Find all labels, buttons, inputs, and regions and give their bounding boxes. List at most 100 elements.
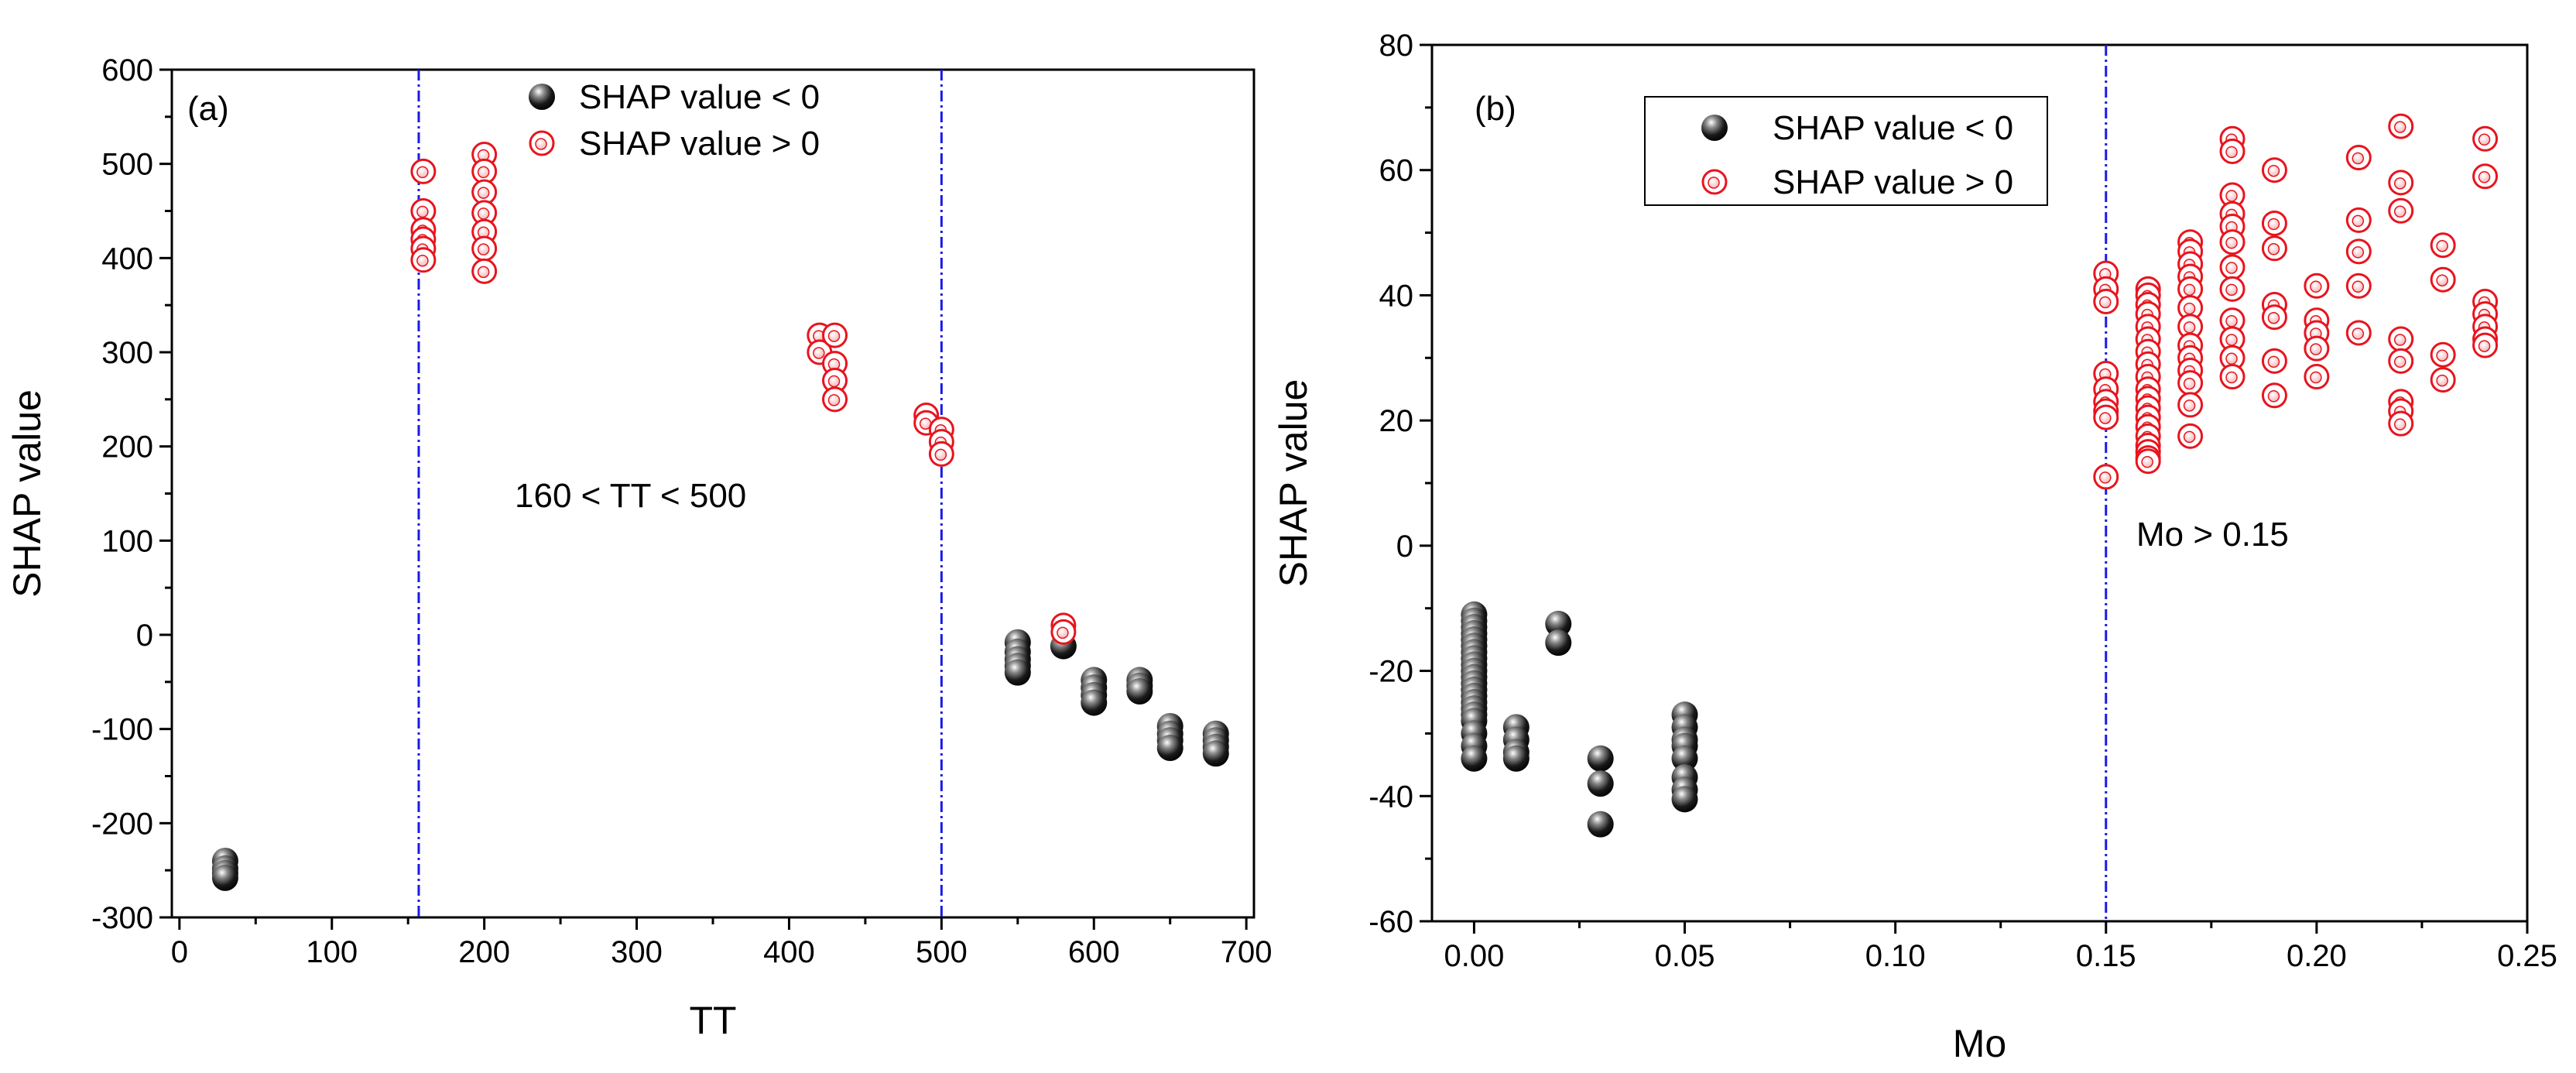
- data-point-negative: [1156, 735, 1184, 761]
- panel-a-y-tick-label: 0: [136, 619, 153, 653]
- panel-a-x-tick-label: 200: [458, 935, 510, 969]
- data-point-positive-core: [2393, 418, 2406, 430]
- data-point-positive-core: [2225, 236, 2238, 249]
- data-point-positive-core: [2393, 334, 2406, 346]
- panel-a-x-tick-label: 100: [306, 935, 358, 969]
- panel-b-y-tick-label: 40: [1379, 279, 1414, 313]
- panel-a-y-tick-label: -200: [91, 807, 153, 841]
- panel-a-x-tick-label: 700: [1221, 935, 1273, 969]
- panel-a-x-tick-label: 400: [763, 935, 815, 969]
- panel-b-x-tick-label: 0.10: [1865, 939, 1926, 973]
- data-point-positive-core: [2225, 262, 2238, 274]
- data-point-negative: [1545, 629, 1572, 656]
- panel-b-y-tick-label: 20: [1379, 404, 1414, 438]
- data-point-positive-core: [2267, 311, 2280, 324]
- data-point-positive-core: [2310, 343, 2322, 355]
- panel-b-x-tick-label: 0.05: [1655, 939, 1715, 973]
- data-point-positive-core: [2183, 377, 2196, 390]
- data-point-positive-core: [477, 207, 490, 220]
- panel-a-series-negative: [211, 629, 1229, 891]
- data-point-positive-core: [2310, 280, 2322, 293]
- panel-a-y-tick-label: -100: [91, 713, 153, 747]
- panel-a-legend-label-positive: SHAP value > 0: [579, 125, 820, 163]
- panel-b-legend-label-negative: SHAP value < 0: [1773, 109, 2013, 147]
- data-point-positive-core: [416, 255, 429, 267]
- data-point-negative: [1004, 659, 1031, 686]
- data-point-positive-core: [2267, 218, 2280, 231]
- data-point-negative: [1202, 740, 1229, 767]
- panel-a-legend-marker-negative: [529, 84, 555, 110]
- data-point-positive-core: [2436, 374, 2448, 387]
- panel-a-legend-marker-positive-core: [535, 138, 547, 150]
- data-point-positive-core: [2436, 239, 2448, 252]
- panel-b-x-tick-label: 0.25: [2497, 939, 2557, 973]
- data-point-positive-core: [2436, 274, 2448, 286]
- data-point-positive-core: [827, 330, 841, 342]
- panel-a-legend: SHAP value < 0 SHAP value > 0: [529, 78, 820, 163]
- panel-b-y-tick-label: 0: [1396, 530, 1413, 564]
- data-point-positive-core: [2225, 190, 2238, 202]
- data-point-positive-core: [2393, 355, 2406, 369]
- panel-b-y-axis-title: SHAP value: [1272, 379, 1315, 588]
- data-point-negative: [1587, 770, 1614, 797]
- panel-a-y-tick-label: 300: [101, 336, 153, 370]
- panel-a-y-tick-label: 400: [101, 242, 153, 276]
- data-point-positive-core: [2478, 171, 2491, 183]
- panel-b-y-tick-label: 80: [1379, 29, 1414, 63]
- panel-a-panel-label: (a): [187, 90, 229, 128]
- panel-a: 0 100 200 300 400 500 600 700 -300 -200 -100 0 100 20…: [5, 53, 1273, 1042]
- data-point-negative: [1587, 745, 1614, 772]
- data-point-positive-core: [2267, 164, 2280, 177]
- data-point-positive-core: [2352, 152, 2365, 165]
- panel-b-annotation: Mo > 0.15: [2136, 516, 2289, 554]
- panel-a-x-tick-label: 300: [611, 935, 663, 969]
- data-point-positive-core: [2225, 334, 2238, 346]
- panel-a-x-axis-title: TT: [689, 999, 736, 1042]
- panel-b-panel-label: (b): [1475, 90, 1516, 128]
- data-point-positive-core: [477, 266, 490, 279]
- panel-b-legend-marker-negative: [1701, 115, 1728, 141]
- data-point-negative: [1461, 745, 1488, 772]
- data-point-positive-core: [2225, 146, 2238, 159]
- data-point-positive-core: [2225, 352, 2238, 365]
- data-point-positive-core: [2267, 390, 2280, 403]
- panel-b-legend: SHAP value < 0 SHAP value > 0: [1644, 96, 2048, 206]
- panel-b-x-tick-label: 0.15: [2076, 939, 2136, 973]
- panel-a-x-tick-label: 500: [916, 935, 968, 969]
- panel-b-legend-label-positive: SHAP value > 0: [1773, 163, 2013, 201]
- data-point-positive-core: [477, 243, 490, 255]
- data-point-positive-core: [2478, 340, 2491, 352]
- data-point-positive-core: [477, 187, 490, 199]
- data-point-negative: [1671, 786, 1698, 813]
- data-point-positive-core: [2352, 327, 2365, 340]
- data-point-negative: [1081, 689, 1108, 716]
- data-point-positive-core: [2183, 399, 2196, 412]
- panel-b-x-tick-label: 0.20: [2287, 939, 2347, 973]
- data-point-negative: [1502, 745, 1530, 772]
- panel-a-y-tick-label: 600: [101, 53, 153, 87]
- panel-b-series-negative: [1461, 601, 1698, 838]
- panel-b-series-positive: [2093, 113, 2499, 490]
- panel-a-y-tick-label: 500: [101, 148, 153, 182]
- panel-a-x-tick-label: 600: [1068, 935, 1120, 969]
- data-point-positive-core: [2183, 430, 2196, 444]
- data-point-positive-core: [2225, 315, 2238, 327]
- data-point-positive-core: [2393, 205, 2406, 218]
- data-point-positive-core: [2352, 214, 2365, 228]
- data-point-positive-core: [2183, 302, 2196, 315]
- panel-a-y-tick-label: 100: [101, 524, 153, 558]
- data-point-positive-core: [477, 166, 490, 179]
- data-point-positive-core: [2099, 412, 2112, 424]
- data-point-positive-core: [2099, 471, 2112, 484]
- data-point-positive-core: [2267, 243, 2280, 255]
- panel-a-y-axis-title: SHAP value: [5, 389, 49, 598]
- panel-b-y-tick-label: -20: [1368, 655, 1413, 689]
- data-point-positive-core: [827, 375, 841, 388]
- data-point-positive-core: [813, 347, 825, 359]
- panel-b: 0.00 0.05 0.10 0.15 0.20 0.25 -60 -40 -20 0 20 40 60…: [1272, 29, 2557, 1065]
- data-point-positive-core: [2099, 296, 2112, 309]
- data-point-positive-core: [2225, 371, 2238, 384]
- panel-a-y-tick-label: 200: [101, 430, 153, 465]
- data-point-negative: [1671, 745, 1698, 772]
- data-point-positive-core: [2183, 283, 2196, 297]
